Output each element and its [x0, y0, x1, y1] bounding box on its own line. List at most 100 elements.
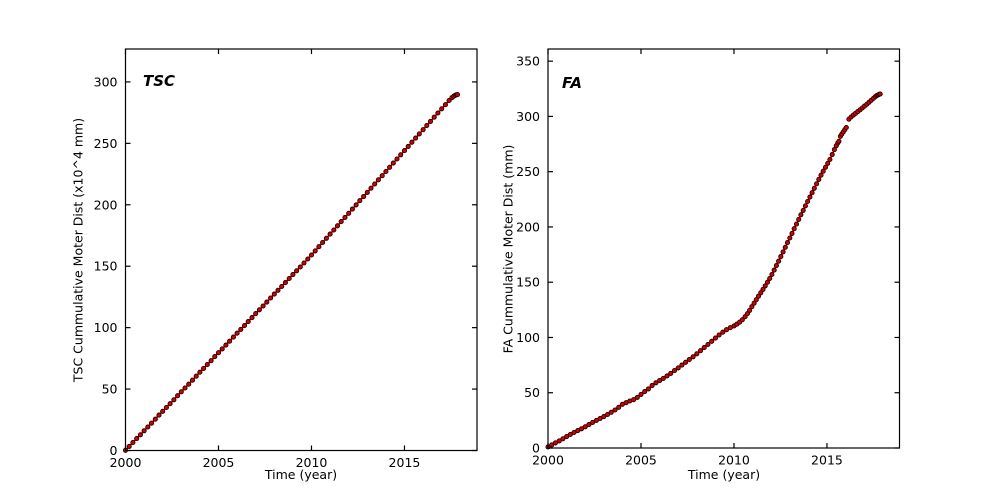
fa-data-point	[720, 329, 726, 335]
tsc-data-point	[364, 189, 370, 195]
fa-data-point	[829, 152, 835, 158]
tsc-data-point	[130, 439, 136, 446]
fa-data-point	[811, 185, 817, 191]
fa-data-point	[712, 335, 718, 341]
fa-data-point	[751, 300, 757, 306]
fa-data-point	[749, 304, 755, 310]
fa-data-point	[820, 168, 826, 174]
fa-data-point	[683, 359, 689, 365]
tsc-data-point	[323, 235, 329, 241]
tsc-data-point	[126, 443, 132, 449]
tsc-data-point	[413, 135, 419, 141]
tsc-data-point	[394, 156, 400, 162]
tsc-y-tick-label: 200	[94, 197, 118, 212]
fa-data-point	[671, 368, 678, 374]
fa-data-point	[601, 414, 607, 420]
fa-data-point	[760, 286, 766, 292]
fa-y-tick-label: 150	[516, 275, 540, 290]
tsc-data-point	[439, 106, 445, 112]
tsc-data-point	[212, 354, 218, 360]
fa-data-point	[549, 442, 555, 448]
tsc-x-axis-label: Time (year)	[264, 467, 338, 482]
tsc-data-point	[357, 198, 363, 204]
fa-data-point	[660, 375, 666, 381]
tsc-data-point	[379, 173, 385, 179]
fa-data-point	[556, 438, 562, 444]
fa-data-point	[649, 383, 655, 389]
fa-data-point	[657, 378, 663, 384]
tsc-data-point	[435, 110, 441, 116]
tsc-data-point	[268, 295, 274, 301]
tsc-y-axis-label: TSC Cummulative Moter Dist (x10^4 mm)	[70, 117, 86, 383]
tsc-data-point	[175, 393, 181, 399]
tsc-axes-box	[124, 48, 478, 452]
fa-data-point	[805, 198, 811, 205]
fa-data-point	[723, 327, 730, 333]
fa-data-point	[552, 440, 558, 446]
tsc-y-tick-label: 300	[94, 74, 118, 89]
fa-data-point	[778, 254, 784, 260]
fa-y-tick-label: 0	[532, 441, 540, 456]
tsc-data-point	[286, 275, 292, 282]
tsc-data-point	[431, 114, 437, 120]
fa-data-point	[773, 263, 779, 269]
fa-data-point	[590, 419, 596, 425]
tsc-data-point	[134, 436, 140, 442]
tsc-data-point	[145, 424, 151, 430]
fa-data-point	[789, 230, 795, 236]
fa-x-tick-label: 2005	[625, 453, 657, 468]
fa-data-point	[816, 176, 822, 182]
tsc-data-point	[148, 420, 155, 426]
tsc-data-point	[297, 264, 303, 270]
tsc-data-point	[182, 385, 188, 391]
tsc-data-point	[241, 323, 248, 329]
fa-axes-box	[547, 48, 901, 449]
tsc-data-point	[152, 416, 158, 422]
tsc-data-point	[260, 303, 266, 309]
tsc-data-point	[156, 412, 162, 418]
fa-data-point	[716, 332, 722, 338]
fa-data-point	[739, 317, 745, 323]
tsc-data-point	[290, 272, 296, 278]
fa-data-point	[638, 391, 644, 397]
fa-y-tick-label: 250	[516, 164, 540, 179]
fa-data-point	[705, 341, 711, 348]
fa-data-point	[802, 203, 808, 209]
fa-x-axis-label: Time (year)	[687, 467, 761, 482]
tsc-data-point	[238, 326, 244, 332]
tsc-data-point	[420, 127, 426, 133]
fa-data-point	[690, 354, 696, 360]
fa-y-tick-label: 200	[516, 219, 540, 234]
tsc-data-point	[186, 381, 192, 387]
tsc-data-point	[308, 252, 315, 258]
tsc-data-point	[416, 131, 422, 137]
tsc-data-point	[234, 330, 240, 336]
fa-axes: 2000 2005 2010 2015 0 50 100 150 200 250 300 350	[516, 48, 901, 468]
tsc-data-point	[405, 143, 411, 149]
tsc-data-point	[275, 287, 281, 293]
tsc-data-point	[230, 334, 236, 340]
fa-x-tick-label: 2000	[532, 453, 564, 468]
tsc-data-point	[331, 227, 337, 233]
tsc-data-point	[368, 185, 374, 191]
tsc-y-tick-label: 0	[110, 443, 118, 458]
fa-data-point	[793, 221, 800, 227]
fa-data-point	[697, 348, 704, 354]
tsc-data-point	[256, 307, 262, 313]
fa-y-tick-label: 300	[516, 109, 540, 124]
fa-y-tick-label: 100	[516, 330, 540, 345]
tsc-data-point	[204, 362, 210, 368]
fa-data-point	[564, 434, 570, 440]
tsc-data-point	[201, 365, 207, 371]
tsc-data-point	[163, 404, 169, 411]
fa-data-point	[747, 307, 753, 313]
fa-data-point	[694, 351, 700, 357]
tsc-data-point	[141, 428, 147, 434]
fa-data-point	[807, 194, 813, 200]
tsc-x-tick-label: 2015	[389, 455, 421, 470]
fa-data-point	[825, 160, 831, 166]
fa-data-point	[836, 138, 842, 144]
panel-label-fa: FA	[562, 74, 582, 92]
